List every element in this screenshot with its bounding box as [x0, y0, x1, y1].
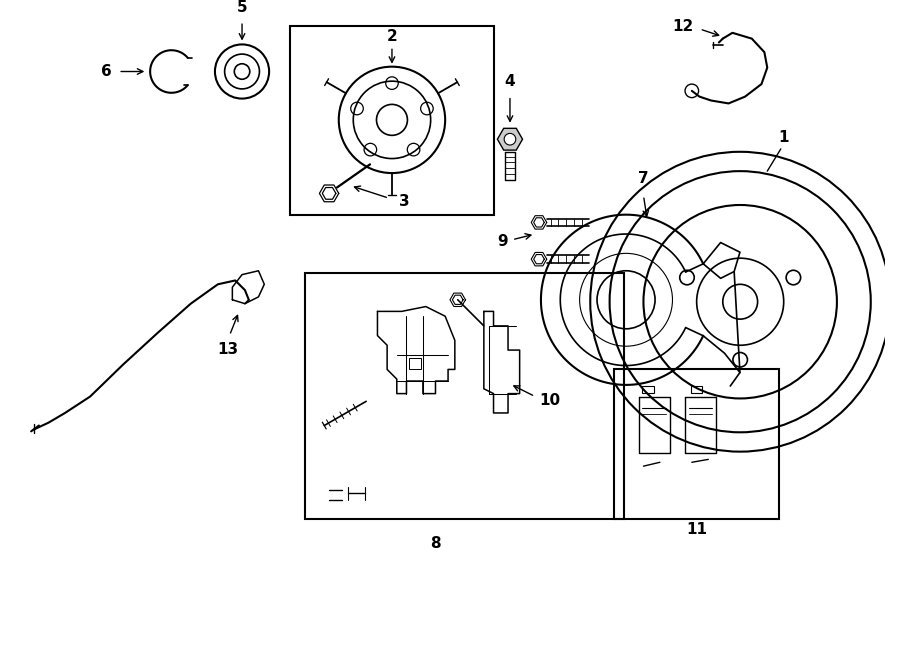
Text: 9: 9 — [498, 234, 508, 249]
Text: 7: 7 — [638, 171, 649, 186]
Text: 11: 11 — [686, 522, 707, 537]
Text: 4: 4 — [505, 74, 516, 89]
Bar — [643, 386, 654, 393]
Bar — [305, 273, 624, 520]
Bar — [291, 26, 493, 215]
Bar — [691, 386, 703, 393]
Text: 3: 3 — [399, 194, 410, 209]
Text: 5: 5 — [237, 1, 248, 15]
Text: 12: 12 — [672, 19, 694, 34]
Bar — [410, 358, 421, 369]
Text: 2: 2 — [387, 30, 397, 44]
Text: 13: 13 — [217, 342, 239, 358]
Text: 6: 6 — [101, 64, 112, 79]
Text: 10: 10 — [539, 393, 560, 408]
Text: 8: 8 — [430, 536, 441, 551]
Polygon shape — [498, 128, 523, 150]
Circle shape — [504, 134, 516, 145]
Text: 1: 1 — [778, 130, 789, 145]
Bar — [615, 369, 778, 520]
